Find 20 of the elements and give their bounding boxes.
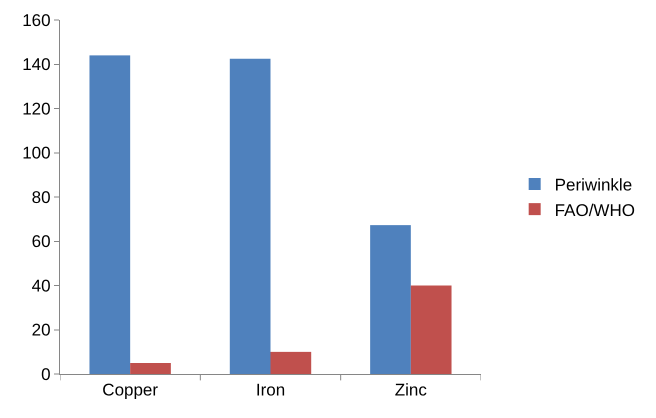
y-tick-label: 80 — [32, 188, 51, 207]
y-tick-label: 120 — [22, 99, 51, 118]
x-tick-label: Zinc — [394, 380, 428, 400]
legend-label: FAO/WHO — [554, 200, 635, 220]
bar — [410, 286, 452, 374]
legend-label: Periwinkle — [554, 176, 632, 195]
x-tick-label: Copper — [102, 380, 158, 400]
y-tick-label: 140 — [22, 55, 51, 74]
bar — [230, 58, 270, 374]
y-tick-label: 100 — [22, 144, 51, 163]
bar — [370, 225, 411, 374]
bar — [130, 362, 171, 374]
bar — [89, 55, 130, 374]
y-tick-label: 20 — [32, 320, 51, 340]
y-tick-label: 60 — [32, 232, 51, 252]
y-tick-label: 160 — [22, 10, 51, 30]
y-tick-label: 0 — [41, 364, 51, 384]
bar — [270, 352, 312, 374]
y-tick-label: 40 — [32, 276, 51, 296]
x-tick-label: Iron — [256, 380, 286, 400]
